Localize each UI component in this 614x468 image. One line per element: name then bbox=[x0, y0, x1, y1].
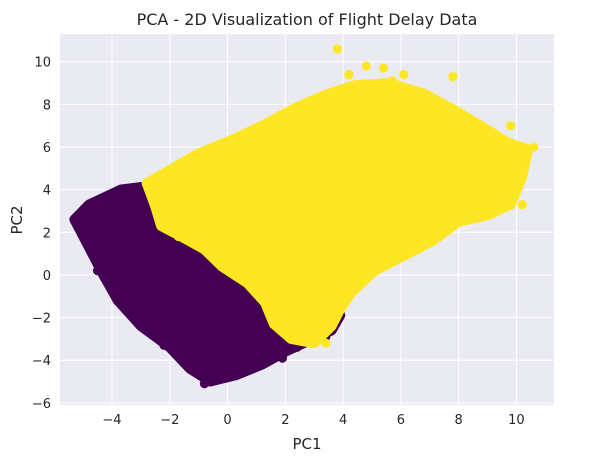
class-0-point bbox=[101, 246, 111, 257]
x-tick-labels: −4 −2 0 2 4 6 8 10 bbox=[102, 413, 524, 428]
class-0-point bbox=[277, 353, 288, 363]
class-1-point bbox=[321, 338, 331, 348]
y-tick-labels: −6 −4 −2 0 2 4 6 8 10 bbox=[32, 56, 51, 412]
class-1-point bbox=[326, 283, 337, 293]
data-marks bbox=[69, 44, 539, 389]
x-tick-label: 4 bbox=[339, 413, 347, 428]
class-1-point bbox=[211, 142, 221, 152]
class-1-point bbox=[251, 123, 262, 133]
class-0-point bbox=[211, 283, 221, 293]
y-tick-label: −4 bbox=[32, 354, 51, 369]
y-tick-label: 4 bbox=[43, 184, 51, 199]
class-1-point bbox=[205, 212, 215, 222]
class-1-point bbox=[500, 189, 510, 199]
class-0-point bbox=[214, 374, 224, 385]
class-1-point bbox=[387, 76, 397, 86]
class-0-point bbox=[231, 368, 241, 378]
class-1-point bbox=[220, 261, 230, 272]
class-1-point bbox=[399, 69, 409, 80]
class-0-point bbox=[118, 189, 129, 199]
class-1-point bbox=[289, 110, 299, 120]
class-1-point bbox=[332, 44, 342, 54]
x-tick-label: 6 bbox=[397, 413, 405, 428]
class-0-point bbox=[81, 217, 91, 227]
x-axis-label: PC1 bbox=[292, 435, 321, 453]
x-tick-label: 2 bbox=[281, 413, 289, 428]
class-1-point bbox=[280, 323, 290, 333]
class-0-point bbox=[246, 317, 256, 327]
class-1-cluster bbox=[141, 78, 533, 349]
x-tick-label: 10 bbox=[508, 413, 525, 428]
class-1-point bbox=[266, 310, 276, 321]
class-1-point bbox=[300, 336, 311, 346]
y-tick-label: 0 bbox=[43, 269, 51, 284]
class-1-point bbox=[514, 176, 524, 186]
class-1-point bbox=[156, 206, 166, 216]
class-1-point bbox=[298, 242, 308, 252]
class-1-point bbox=[529, 142, 539, 152]
x-tick-label: 8 bbox=[455, 413, 463, 428]
class-0-point bbox=[113, 283, 123, 293]
class-0-point bbox=[92, 266, 103, 276]
y-tick-label: 8 bbox=[43, 98, 51, 113]
class-1-point bbox=[344, 69, 354, 80]
y-tick-label: 10 bbox=[34, 56, 51, 71]
class-1-point bbox=[361, 61, 371, 71]
class-0-point bbox=[72, 219, 82, 229]
chart-title: PCA - 2D Visualization of Flight Delay D… bbox=[137, 10, 478, 29]
class-1-point bbox=[517, 199, 527, 210]
x-tick-label: −4 bbox=[102, 413, 121, 428]
class-1-point bbox=[442, 217, 452, 227]
y-tick-label: 6 bbox=[43, 141, 51, 156]
class-1-point bbox=[173, 231, 184, 242]
class-1-point bbox=[246, 280, 256, 291]
class-0-point bbox=[159, 340, 169, 350]
class-0-point bbox=[199, 379, 210, 389]
class-1-point bbox=[182, 195, 192, 205]
y-tick-label: −6 bbox=[32, 397, 51, 412]
x-tick-label: −2 bbox=[160, 413, 179, 428]
y-tick-label: −2 bbox=[32, 312, 51, 327]
class-1-point bbox=[165, 172, 175, 182]
y-tick-label: 2 bbox=[43, 226, 51, 241]
class-0-point bbox=[133, 312, 143, 323]
x-tick-label: 0 bbox=[223, 413, 231, 428]
class-1-point bbox=[506, 121, 516, 131]
class-1-point bbox=[488, 208, 498, 218]
class-1-point bbox=[448, 72, 458, 82]
y-axis-label: PC2 bbox=[8, 205, 26, 234]
class-1-point bbox=[378, 63, 389, 73]
class-1-point bbox=[231, 231, 241, 242]
class-1-point bbox=[199, 240, 210, 250]
